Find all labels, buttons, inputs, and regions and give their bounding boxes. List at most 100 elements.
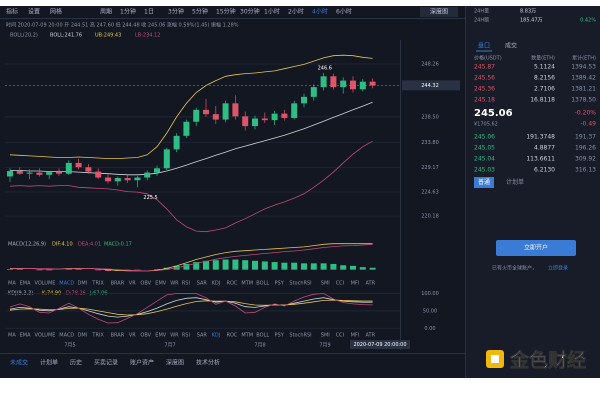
macd-bar xyxy=(212,260,219,270)
indicator-tab[interactable]: MTM xyxy=(241,281,253,287)
indicator-tab[interactable]: BRAR xyxy=(111,281,125,287)
indicator-tab[interactable]: StochRSI xyxy=(289,333,311,339)
indicator-tab[interactable]: MA xyxy=(8,333,16,339)
indicator-tab[interactable]: MFI xyxy=(351,281,360,287)
indicator-tab[interactable]: VOLUME xyxy=(35,281,56,287)
indicator-tab[interactable]: OBV xyxy=(140,281,151,287)
indicator-tab[interactable]: KDJ xyxy=(212,333,221,339)
period-tab[interactable]: 4小时 xyxy=(312,8,328,16)
indicator-tab[interactable]: PSY xyxy=(275,281,285,287)
period-tab[interactable]: 5分钟 xyxy=(192,8,208,16)
depth-button[interactable] xyxy=(420,7,458,17)
indicator-tab[interactable]: VR xyxy=(129,281,136,287)
period-tab[interactable]: 30分钟 xyxy=(240,8,260,16)
last-cny: ¥1705.62 xyxy=(474,122,498,128)
indicator-tab[interactable]: BOLL xyxy=(256,281,269,287)
k-line xyxy=(9,297,373,318)
indicator-tab[interactable]: BOLL xyxy=(256,333,269,339)
indicator-tab[interactable]: WR xyxy=(170,333,179,339)
indicator-tab[interactable]: EMA xyxy=(20,281,31,287)
indicator-tab[interactable]: SAR xyxy=(197,281,208,287)
period-tab[interactable]: 3分钟 xyxy=(168,8,184,16)
panel-tab[interactable]: 成交 xyxy=(505,42,517,50)
period-tab[interactable]: 2小时 xyxy=(288,8,304,16)
indicator-tab[interactable]: VR xyxy=(129,333,136,339)
indicator-tab[interactable]: StochRSI xyxy=(289,281,311,287)
candle-body xyxy=(203,109,209,115)
order-tab[interactable]: 普通 xyxy=(478,178,490,186)
indicator-tab[interactable]: SAR xyxy=(197,333,208,339)
book-total: 309.92 xyxy=(575,156,596,163)
book-price: 245.56 xyxy=(474,75,495,82)
open-account-button[interactable] xyxy=(496,240,576,256)
indicator-tab[interactable]: EMA xyxy=(20,333,31,339)
indicator-tab[interactable]: EMV xyxy=(155,333,166,339)
bottom-tab[interactable]: 历史 xyxy=(70,359,82,367)
candle-body xyxy=(105,177,111,182)
book-total: 191.37 xyxy=(575,134,596,141)
toolbar-item[interactable]: 设置 xyxy=(28,8,40,16)
open-account-label[interactable]: 立即开户 xyxy=(524,244,548,252)
period-tab[interactable]: 6小时 xyxy=(336,8,352,16)
bottom-tab[interactable]: 未成交 xyxy=(10,359,28,367)
macd-bar xyxy=(359,267,366,270)
depth-button-label[interactable]: 深度图 xyxy=(430,8,448,16)
high-label: 246.6 xyxy=(318,66,332,72)
indicator-tab[interactable]: RSI xyxy=(182,281,190,287)
book-total: 1389.42 xyxy=(571,75,596,82)
macd-bar xyxy=(252,260,258,270)
indicator-tab[interactable]: EMV xyxy=(155,281,166,287)
candle-body xyxy=(291,103,298,118)
order-tab[interactable]: 计划单 xyxy=(506,178,524,186)
indicator-tab[interactable]: DMI xyxy=(78,281,88,287)
indicator-tab[interactable]: MACD xyxy=(59,333,74,339)
indicator-tab[interactable]: CCI xyxy=(336,333,344,339)
indicator-tab[interactable]: ROC xyxy=(227,333,238,339)
book-total: 1378.50 xyxy=(571,97,596,104)
indicator-tab[interactable]: MTM xyxy=(241,333,253,339)
j-line xyxy=(9,293,373,324)
indicator-tab[interactable]: ROC xyxy=(227,281,238,287)
period-tab[interactable]: 1分钟 xyxy=(120,8,136,16)
bottom-tab[interactable]: 深度图 xyxy=(166,359,184,367)
indicator-tab[interactable]: CCI xyxy=(336,281,344,287)
candle-body xyxy=(252,118,258,127)
book-price: 245.04 xyxy=(474,156,495,163)
login-link[interactable]: 立即登录 xyxy=(548,265,568,272)
bottom-tab[interactable]: 计划单 xyxy=(40,359,58,367)
indicator-tab[interactable]: ATR xyxy=(366,333,376,339)
bottom-tab[interactable]: 技术分析 xyxy=(196,359,220,367)
last-chg: -0.49 xyxy=(580,121,596,128)
indicator-tab[interactable]: SMI xyxy=(321,281,330,287)
boll-name: BOLL(20,2) xyxy=(10,33,38,39)
indicator-tab[interactable]: ATR xyxy=(366,281,376,287)
column-header: 数量(ETH) xyxy=(531,55,555,62)
bottom-tab[interactable]: 买卖记录 xyxy=(94,359,118,367)
indicator-tab[interactable]: MACD xyxy=(59,281,74,287)
indicator-tab[interactable]: BRAR xyxy=(111,333,125,339)
indicator-tab[interactable]: WR xyxy=(170,281,179,287)
indicator-tab[interactable]: TRIX xyxy=(91,281,104,287)
book-price: 245.06 xyxy=(474,134,495,141)
indicator-tab[interactable]: DMI xyxy=(78,333,88,339)
toolbar-item[interactable]: 指标 xyxy=(6,8,18,16)
date-label: 7月8 xyxy=(254,343,265,349)
panel-tab[interactable]: 盘口 xyxy=(478,42,490,50)
indicator-tab[interactable]: MA xyxy=(8,281,16,287)
toolbar-item[interactable]: 网格 xyxy=(50,8,62,16)
order-tab-active[interactable] xyxy=(474,177,494,188)
indicator-tab[interactable]: SMI xyxy=(321,333,330,339)
indicator-tab[interactable]: TRIX xyxy=(91,333,104,339)
book-amount: 191.3748 xyxy=(526,134,555,141)
indicator-tab[interactable]: OBV xyxy=(140,333,151,339)
indicator-tab[interactable]: VOLUME xyxy=(35,333,56,339)
indicator-tab[interactable]: KDJ xyxy=(212,281,221,287)
indicator-tab[interactable]: MFI xyxy=(351,333,360,339)
indicator-tab[interactable]: RSI xyxy=(182,333,190,339)
candle-body xyxy=(7,171,13,177)
period-tab[interactable]: 1小时 xyxy=(264,8,280,16)
indicator-tab[interactable]: PSY xyxy=(275,333,285,339)
period-tab[interactable]: 1日 xyxy=(144,9,154,16)
bottom-tab[interactable]: 账户资产 xyxy=(130,359,154,367)
period-tab[interactable]: 15分钟 xyxy=(216,8,236,16)
